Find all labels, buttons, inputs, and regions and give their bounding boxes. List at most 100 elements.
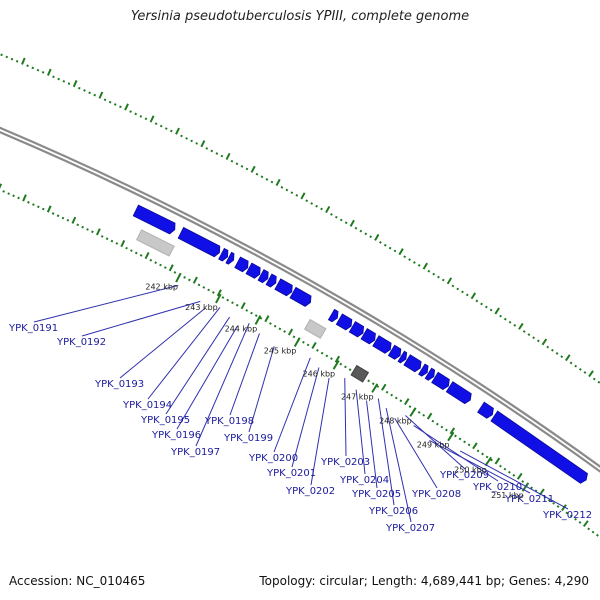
gene-leader-line [81, 300, 201, 337]
gc-skew-mark [163, 266, 167, 269]
gc-skew-mark [205, 147, 209, 150]
scale-label: 243 kbp [185, 303, 218, 312]
gc-skew-mark [245, 309, 249, 312]
gc-skew-mark [565, 354, 571, 362]
gc-skew-mark [379, 241, 382, 244]
scale-label: 248 kbp [379, 416, 412, 425]
gene-leader-line [229, 333, 260, 416]
gc-skew-mark [125, 246, 128, 250]
gc-skew-mark [115, 242, 119, 245]
gene-label[interactable]: YPK_0196 [151, 430, 201, 441]
scale-tick [447, 431, 455, 442]
accession-text: Accession: NC_010465 [9, 574, 146, 588]
gc-skew-mark [465, 293, 469, 297]
gc-skew-mark [292, 335, 296, 339]
gene-label[interactable]: YPK_0198 [204, 416, 254, 427]
gene-arrow [360, 328, 376, 345]
gc-skew-mark [221, 296, 225, 299]
gene-label[interactable]: YPK_0200 [248, 453, 298, 464]
scale-tick [332, 360, 340, 370]
gc-skew-mark [597, 380, 600, 384]
gc-skew-mark [463, 440, 466, 444]
gc-skew-mark [522, 330, 526, 333]
gc-skew-mark [269, 322, 272, 325]
gc-skew-mark [394, 396, 398, 400]
gc-skew-mark [240, 165, 244, 168]
gene-label[interactable]: YPK_0209 [439, 470, 489, 481]
kbp-label-layer: 242 kbp 243 kbp 244 kbp 245 kbp 246 kbp 247 k… [145, 282, 523, 500]
gc-skew-mark [159, 263, 162, 267]
gc-skew-mark [574, 517, 578, 521]
gc-skew-mark [432, 272, 436, 276]
gene-label[interactable]: YPK_0194 [122, 400, 172, 411]
gene-arrow [431, 371, 450, 391]
gc-skew-mark [413, 261, 416, 264]
gene-label[interactable]: YPK_0212 [542, 510, 592, 521]
gc-skew-mark [81, 225, 84, 229]
gc-skew-mark [494, 457, 501, 465]
gc-skew-mark [588, 370, 594, 378]
gene-arrow [257, 269, 269, 284]
backbone-line [0, 126, 600, 468]
gc-skew-mark [149, 115, 155, 123]
gene-arrow [418, 363, 429, 377]
gc-skew-mark [446, 277, 453, 285]
gene-arrow [403, 354, 422, 373]
gene-leader-line [413, 425, 499, 482]
gene-label[interactable]: YPK_0203 [320, 457, 370, 468]
gene-label[interactable]: YPK_0210 [472, 482, 522, 493]
gc-skew-mark [235, 303, 239, 307]
gene-label[interactable]: YPK_0201 [266, 468, 316, 479]
gc-skew-mark [334, 355, 341, 363]
gc-skew-mark [119, 105, 122, 109]
gc-skew-mark [265, 178, 269, 181]
gene-leader-line [377, 398, 395, 506]
gene-label[interactable]: YPK_0206 [368, 506, 418, 517]
gc-skew-mark [445, 428, 448, 432]
gc-skew-mark [235, 162, 239, 166]
gene-arrow [274, 278, 293, 297]
gene-arrow [445, 381, 472, 405]
gc-skew-mark [339, 218, 343, 222]
gc-skew-mark [512, 473, 516, 477]
gc-skew-mark [275, 178, 281, 187]
gc-skew-mark [190, 139, 193, 143]
gc-skew-mark [124, 103, 129, 111]
gc-skew-mark [499, 314, 502, 318]
gc-skew-mark [513, 323, 517, 327]
gene-label[interactable]: YPK_0192 [56, 337, 106, 348]
gene-label[interactable]: YPK_0207 [385, 523, 435, 534]
gc-skew-mark [100, 235, 104, 238]
gene-label[interactable]: YPK_0202 [285, 486, 335, 497]
scale-label: 250 kbp [454, 466, 487, 475]
gc-skew-mark [212, 291, 215, 294]
gene-label[interactable]: YPK_0197 [170, 447, 220, 458]
gene-label[interactable]: YPK_0205 [351, 489, 401, 500]
gc-skew-mark [270, 180, 274, 184]
gc-skew-mark [399, 399, 403, 403]
gene-label[interactable]: YPK_0208 [411, 489, 461, 500]
gene-label[interactable]: YPK_0199 [223, 433, 273, 444]
gc-skew-mark [240, 302, 246, 310]
gc-skew-mark [17, 196, 20, 200]
gene-label[interactable]: YPK_0193 [94, 379, 144, 390]
gc-skew-mark [591, 530, 595, 534]
gc-skew-mark [310, 202, 314, 205]
gc-skew-mark [556, 505, 560, 508]
gc-skew-mark [330, 357, 333, 360]
gc-skew-mark [578, 367, 582, 371]
gc-skew-mark [260, 175, 264, 179]
scale-label: 246 kbp [303, 369, 336, 378]
gc-skew-mark [295, 194, 299, 197]
gc-skew-mark [192, 276, 198, 284]
gene-label[interactable]: YPK_0211 [504, 494, 554, 505]
gene-label[interactable]: YPK_0204 [339, 475, 389, 486]
gc-skew-mark [426, 412, 433, 420]
gc-skew-mark [320, 351, 324, 355]
gc-skew-mark [461, 290, 464, 294]
gene-label[interactable]: YPK_0191 [8, 323, 58, 334]
gene-label-layer: YPK_0191 YPK_0192 YPK_0193 YPK_0194 YPK_0195… [8, 323, 592, 534]
gene-arrow [289, 286, 312, 307]
gc-skew-mark [254, 314, 258, 318]
gene-label[interactable]: YPK_0195 [140, 415, 190, 426]
